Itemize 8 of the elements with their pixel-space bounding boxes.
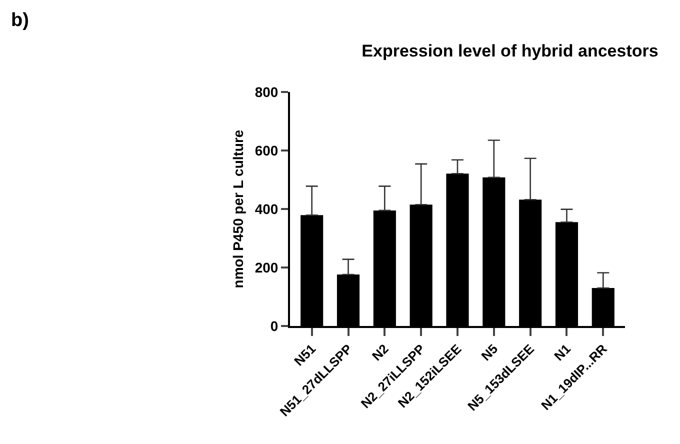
- text: b): [11, 10, 29, 31]
- y-tick-label: 0: [270, 318, 278, 334]
- y-tick-label: 600: [254, 142, 278, 158]
- y-axis-title: nmol P450 per L culture: [230, 130, 246, 288]
- chart-title: Expression level of hybrid ancestors: [362, 41, 658, 60]
- y-tick-label: 400: [254, 200, 278, 217]
- y-tick-label: 800: [254, 84, 278, 100]
- y-tick-label: 200: [254, 259, 278, 276]
